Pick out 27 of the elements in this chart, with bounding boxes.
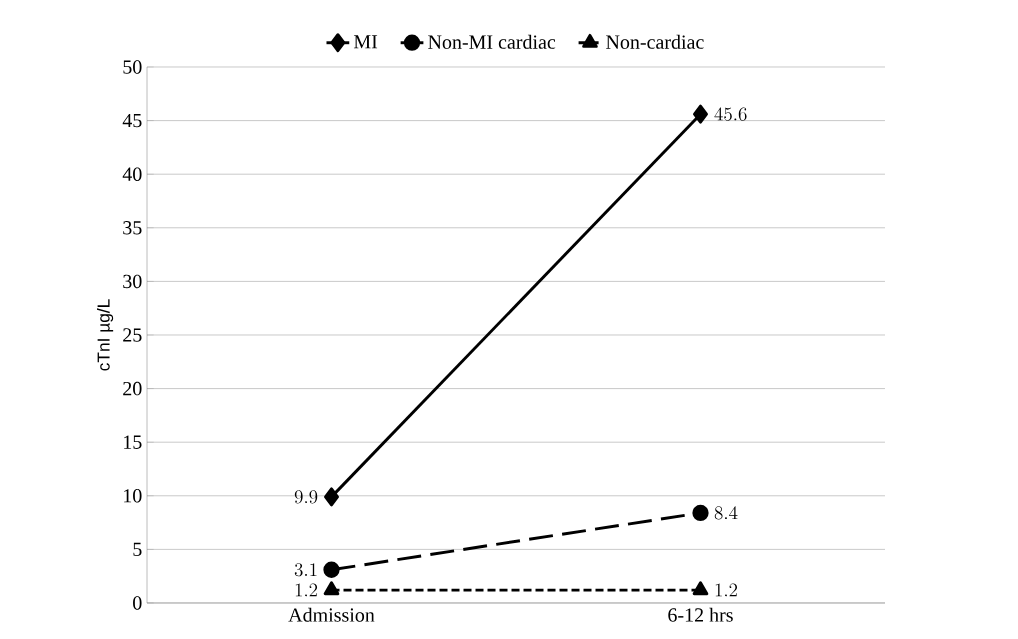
legend-label: MI [353,35,378,49]
data-label: 8.4 [714,506,738,520]
y-tick-label: 15 [124,435,142,449]
y-tick-label: 30 [123,274,142,289]
y-tick-label: 20 [123,381,142,396]
y-axis-title: cTnI µg/L [96,299,114,371]
y-tick-label: 0 [133,596,142,610]
data-label: 9.9 [294,490,318,504]
point [693,104,708,124]
legend-label: Non-cardiac [606,34,704,49]
x-tick-label: 6-12 hrs [668,607,733,622]
y-tick-label: 45 [122,113,142,128]
point [323,561,340,578]
data-label: 45.6 [714,107,747,121]
y-tick-label: 25 [123,328,142,342]
y-tick-label: 10 [124,489,142,503]
data-label: 1 .2 [295,583,318,597]
point [324,487,339,507]
y-tick-label: 5 [133,542,142,557]
legend-label: Non-MI cardiac [428,34,556,49]
point [692,504,709,522]
data-label: 1 .2 [715,583,738,597]
x-tick-label: Admission [288,607,375,622]
y-tick-label: 35 [123,221,142,235]
y-tick-label: 50 [123,60,142,74]
y-tick-label: 40 [122,167,142,181]
data-label: 3. 1 [294,563,317,577]
